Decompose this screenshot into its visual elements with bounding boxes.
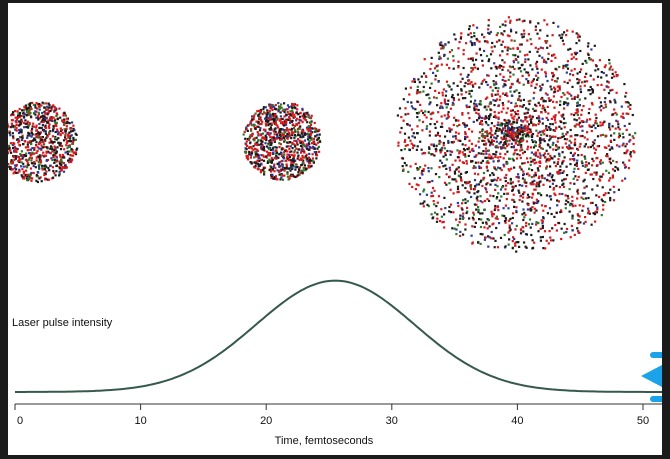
tick-label: 0	[17, 415, 23, 427]
cluster-group	[8, 16, 637, 253]
x-axis-label: Time, femtoseconds	[275, 435, 374, 447]
tick-label: 30	[386, 415, 398, 427]
tick-label: 40	[511, 415, 523, 427]
time-axis-ticks: 0 10 20 30 40 50	[14, 404, 649, 427]
y-axis-label: Laser pulse intensity	[12, 317, 113, 329]
tick-label: 50	[637, 415, 649, 427]
explosion-figure: 0 10 20 30 40 50 Laser pulse intensity Time, …	[8, 16, 662, 447]
arrow-left-icon	[641, 352, 662, 402]
cluster-expanding	[242, 102, 322, 181]
pulse-plot: 0 10 20 30 40 50 Laser pulse intensity Time, …	[12, 279, 662, 447]
pulse-curve	[15, 279, 662, 393]
figure-panel: 0 10 20 30 40 50 Laser pulse intensity Time, …	[8, 3, 662, 455]
tick-label: 20	[260, 415, 272, 427]
cluster-exploded	[396, 16, 637, 253]
cluster-intact	[8, 101, 79, 184]
tick-label: 10	[134, 415, 146, 427]
